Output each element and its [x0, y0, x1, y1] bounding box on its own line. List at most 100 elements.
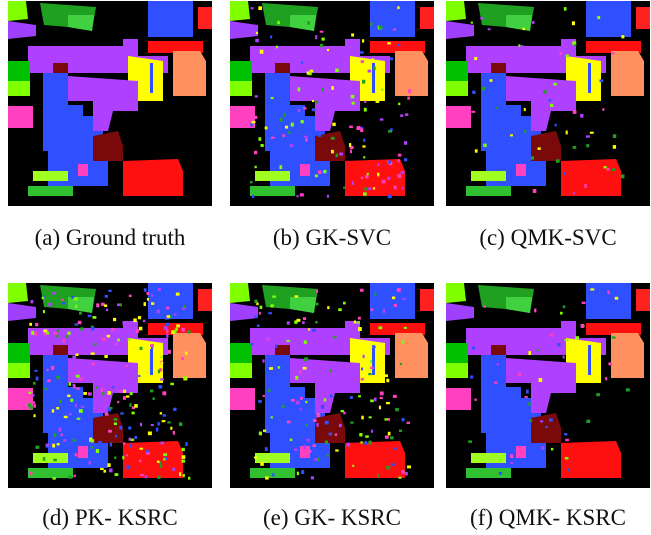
noise-pixel	[160, 356, 162, 358]
noise-pixel	[305, 138, 308, 141]
noise-pixel	[147, 292, 150, 295]
noise-pixel	[316, 290, 318, 293]
noise-pixel	[550, 333, 553, 336]
noise-pixel	[384, 418, 387, 420]
noise-pixel	[101, 389, 103, 393]
noise-pixel	[304, 340, 307, 343]
noise-pixel	[132, 412, 135, 415]
noise-pixel	[524, 130, 526, 132]
noise-pixel	[128, 426, 131, 429]
noise-pixel	[268, 389, 271, 392]
noise-pixel	[73, 385, 76, 388]
noise-pixel	[360, 441, 362, 443]
noise-pixel	[321, 38, 324, 41]
noise-pixel	[88, 315, 92, 317]
noise-pixel	[368, 373, 371, 375]
noise-pixel	[250, 343, 253, 345]
noise-pixel	[55, 335, 58, 337]
noise-pixel	[352, 181, 354, 185]
noise-pixel	[263, 395, 265, 397]
noise-pixel	[291, 399, 295, 402]
noise-pixel	[147, 298, 149, 301]
noise-pixel	[270, 304, 273, 307]
classification-map	[446, 283, 650, 488]
noise-pixel	[30, 406, 33, 409]
noise-pixel	[333, 336, 337, 338]
noise-pixel	[144, 302, 146, 306]
noise-pixel	[534, 308, 536, 312]
noise-pixel	[335, 69, 339, 73]
noise-pixel	[317, 457, 320, 461]
noise-pixel	[31, 394, 34, 397]
noise-pixel	[331, 137, 335, 140]
noise-pixel	[77, 418, 81, 420]
noise-pixel	[46, 332, 49, 335]
noise-pixel	[381, 89, 383, 91]
noise-pixel	[468, 440, 472, 443]
noise-pixel	[515, 80, 517, 82]
noise-pixel	[382, 180, 386, 183]
noise-pixel	[89, 393, 92, 396]
noise-pixel	[255, 39, 259, 43]
noise-pixel	[63, 339, 66, 342]
noise-pixel	[584, 184, 586, 188]
noise-pixel	[281, 405, 284, 407]
noise-pixel	[46, 444, 49, 447]
noise-pixel	[364, 187, 367, 190]
noise-pixel	[510, 454, 513, 458]
noise-pixel	[283, 113, 285, 117]
noise-pixel	[386, 466, 390, 469]
noise-pixel	[553, 83, 556, 86]
noise-pixel	[123, 442, 125, 444]
noise-pixel	[532, 21, 535, 24]
noise-pixel	[53, 459, 57, 462]
noise-pixel	[260, 144, 263, 147]
noise-pixel	[351, 95, 355, 98]
noise-pixel	[114, 457, 116, 459]
noise-pixel	[364, 108, 367, 112]
noise-pixel	[116, 343, 118, 345]
noise-pixel	[372, 58, 374, 60]
noise-pixel	[481, 87, 485, 90]
noise-pixel	[316, 303, 319, 306]
noise-pixel	[300, 397, 303, 400]
noise-pixel	[402, 187, 404, 189]
noise-pixel	[126, 395, 129, 397]
noise-pixel	[185, 442, 187, 446]
noise-pixel	[392, 296, 395, 299]
noise-pixel	[51, 404, 55, 408]
noise-pixel	[44, 388, 47, 390]
noise-pixel	[176, 293, 180, 296]
noise-pixel	[108, 377, 112, 379]
noise-pixel	[250, 181, 253, 183]
noise-pixel	[321, 405, 324, 409]
noise-pixel	[361, 378, 364, 381]
noise-pixel	[108, 391, 111, 395]
noise-pixel	[184, 376, 187, 380]
noise-pixel	[80, 327, 83, 330]
noise-pixel	[383, 309, 385, 313]
caption: (e) GK- KSRC	[263, 505, 401, 530]
noise-pixel	[88, 328, 91, 331]
noise-pixel	[276, 83, 279, 86]
noise-pixel	[362, 80, 365, 84]
noise-pixel	[496, 107, 498, 109]
noise-pixel	[483, 144, 486, 147]
noise-pixel	[259, 432, 262, 436]
noise-pixel	[369, 416, 372, 418]
noise-pixel	[313, 419, 317, 422]
noise-pixel	[539, 378, 543, 382]
noise-pixel	[254, 457, 257, 459]
noise-pixel	[615, 297, 618, 300]
noise-pixel	[170, 383, 174, 385]
noise-pixel	[160, 378, 164, 380]
classification-map	[446, 1, 650, 206]
noise-pixel	[105, 295, 108, 298]
noise-pixel	[564, 7, 567, 11]
noise-pixel	[158, 370, 160, 374]
noise-pixel	[395, 408, 399, 411]
noise-pixel	[129, 295, 132, 297]
noise-pixel	[260, 306, 263, 309]
noise-pixel	[386, 402, 390, 404]
noise-pixel	[602, 108, 604, 111]
